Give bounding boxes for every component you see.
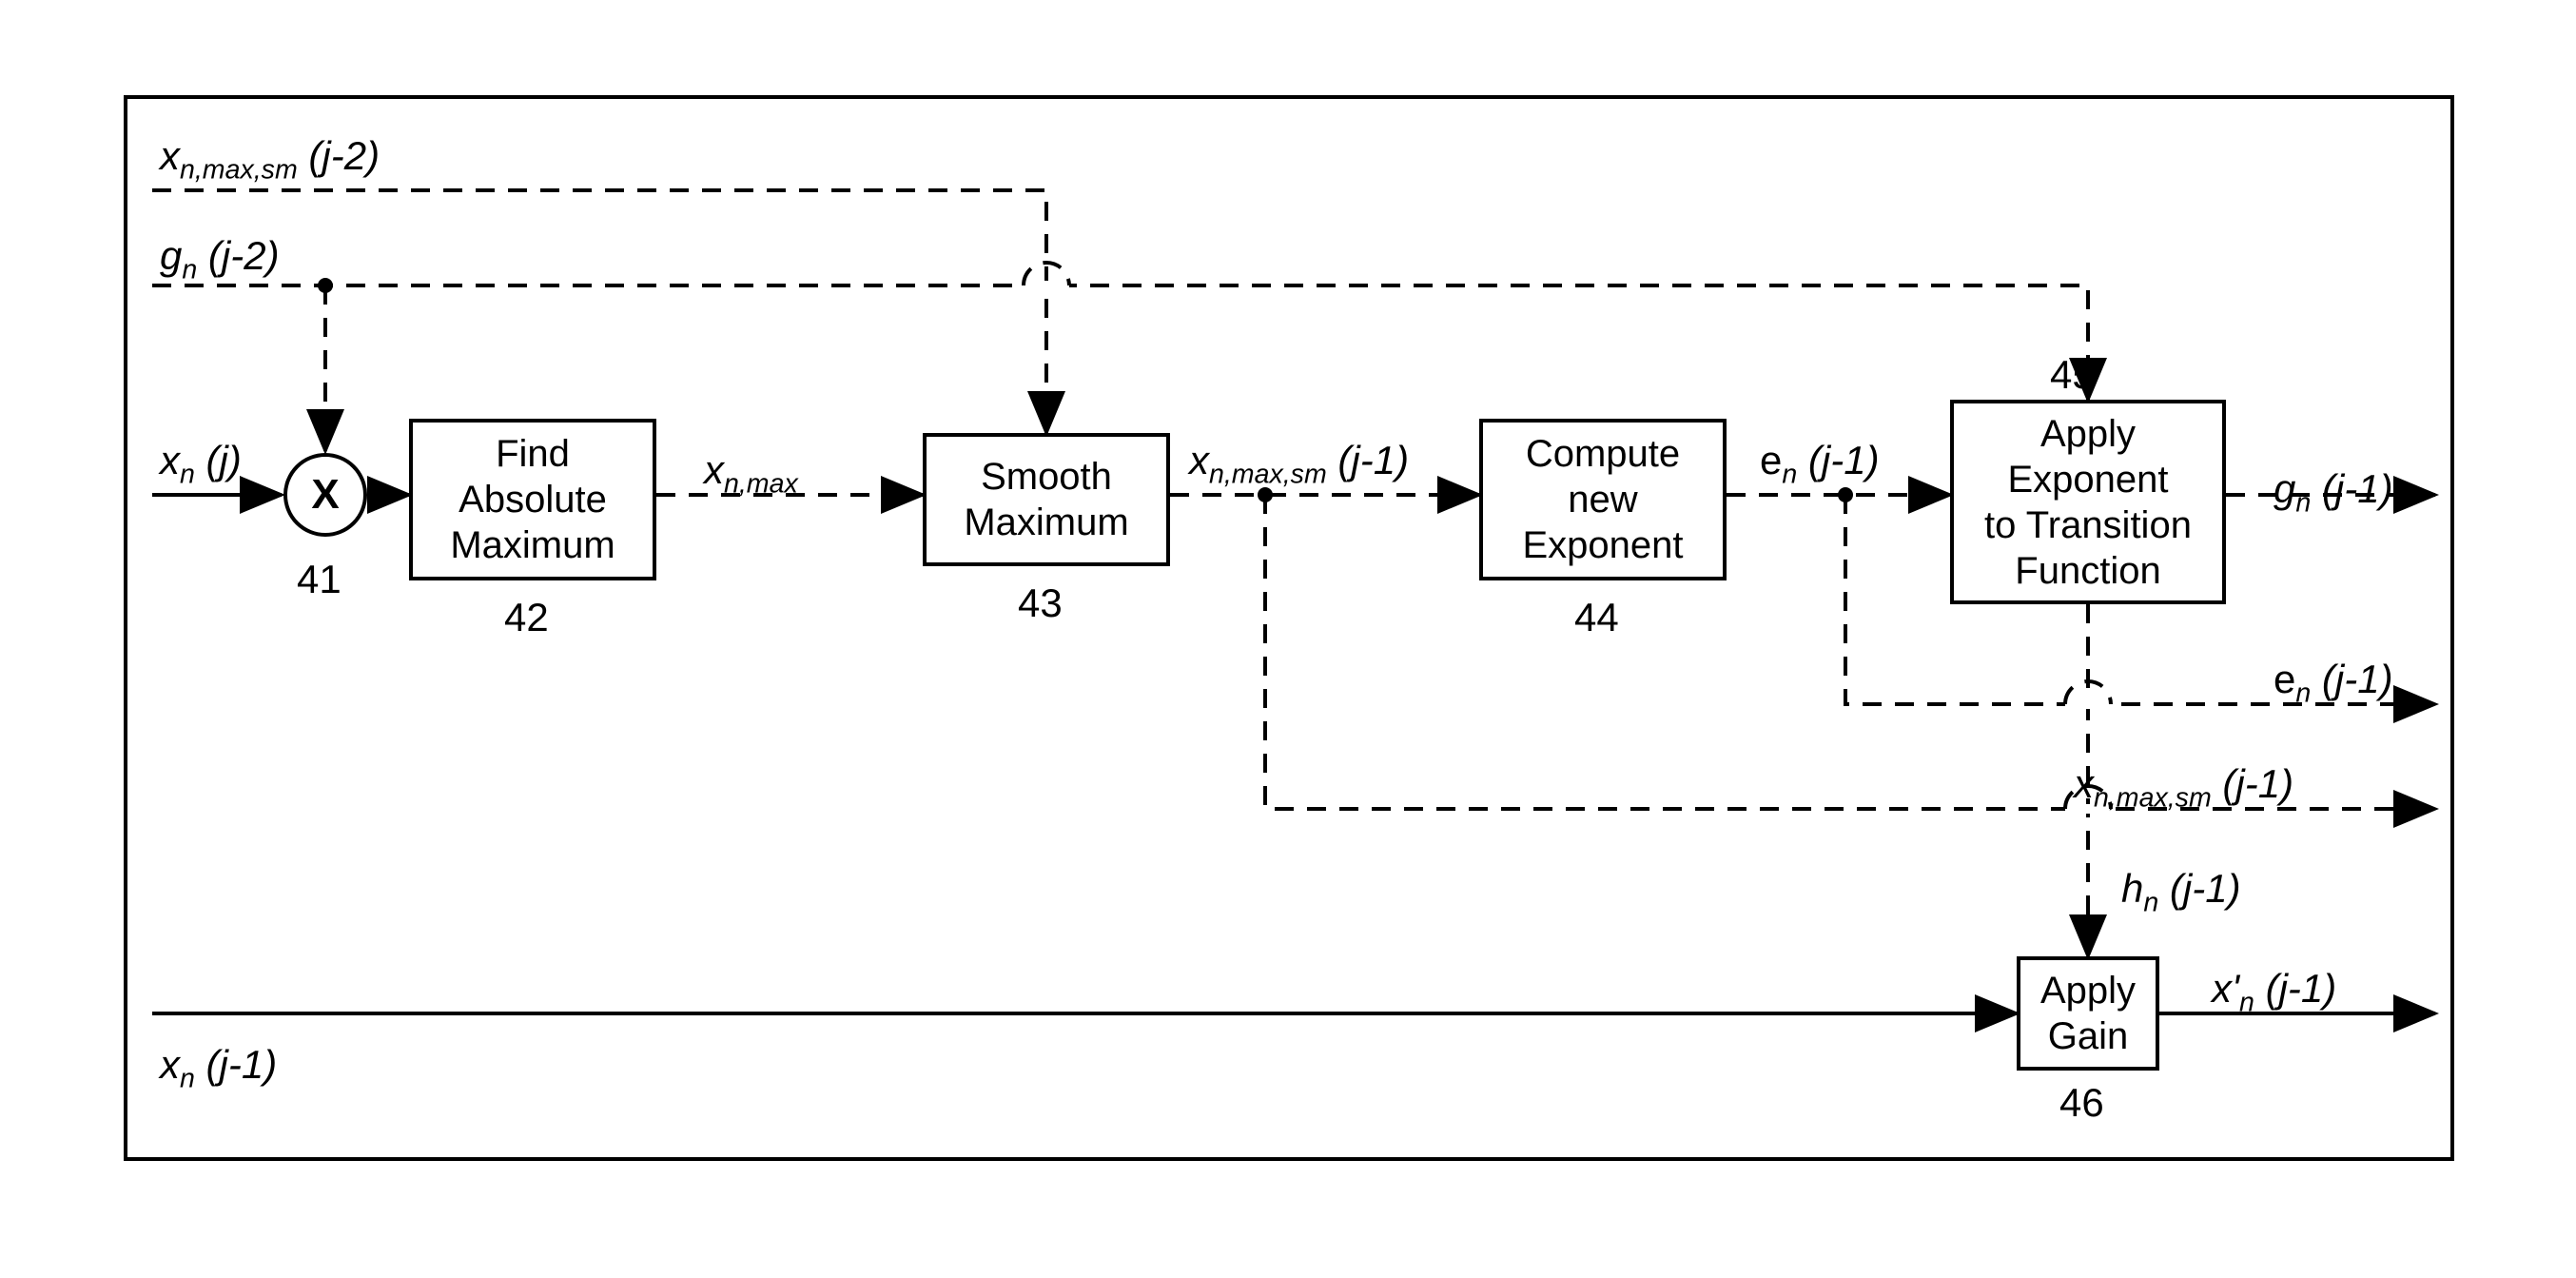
- label-xnmaxsm-jm2: xn,max,sm (j-2): [160, 133, 380, 186]
- label-en-jm1-mid: en (j-1): [1760, 438, 1880, 490]
- label-xn-j: xn (j): [160, 438, 242, 490]
- apply-gain-block: ApplyGain: [2017, 956, 2159, 1071]
- label-gn-jm2: gn (j-2): [160, 233, 280, 285]
- diagram-canvas: X FindAbsoluteMaximum SmoothMaximum Comp…: [0, 0, 2576, 1278]
- label-xnmax: xn,max: [704, 447, 798, 500]
- ref-41: 41: [297, 557, 342, 602]
- block-label: ApplyGain: [2040, 968, 2136, 1059]
- label-gn-jm1: gn (j-1): [2274, 466, 2393, 519]
- smooth-maximum-block: SmoothMaximum: [923, 433, 1170, 566]
- block-label: ApplyExponentto TransitionFunction: [1984, 411, 2192, 594]
- multiplier-symbol: X: [311, 471, 339, 519]
- label-hn-jm1: hn (j-1): [2121, 866, 2241, 918]
- block-label: FindAbsoluteMaximum: [450, 431, 615, 568]
- ref-46: 46: [2059, 1080, 2104, 1126]
- label-xnmaxsm-out: xn,max,sm (j-1): [2074, 761, 2293, 814]
- compute-new-exponent-block: ComputenewExponent: [1479, 419, 1727, 580]
- ref-44: 44: [1574, 595, 1619, 640]
- apply-exponent-block: ApplyExponentto TransitionFunction: [1950, 400, 2226, 604]
- ref-42: 42: [504, 595, 549, 640]
- multiplier-node: X: [283, 453, 367, 537]
- block-label: ComputenewExponent: [1522, 431, 1683, 568]
- label-xnmaxsm-jm1: xn,max,sm (j-1): [1189, 438, 1409, 490]
- label-xprime-jm1: x'n (j-1): [2212, 966, 2336, 1018]
- ref-43: 43: [1018, 580, 1063, 626]
- label-en-jm1-out: en (j-1): [2274, 657, 2393, 709]
- label-xn-jm1: xn (j-1): [160, 1042, 277, 1094]
- block-label: SmoothMaximum: [964, 454, 1128, 545]
- ref-45: 45: [2050, 352, 2095, 398]
- find-absolute-maximum-block: FindAbsoluteMaximum: [409, 419, 656, 580]
